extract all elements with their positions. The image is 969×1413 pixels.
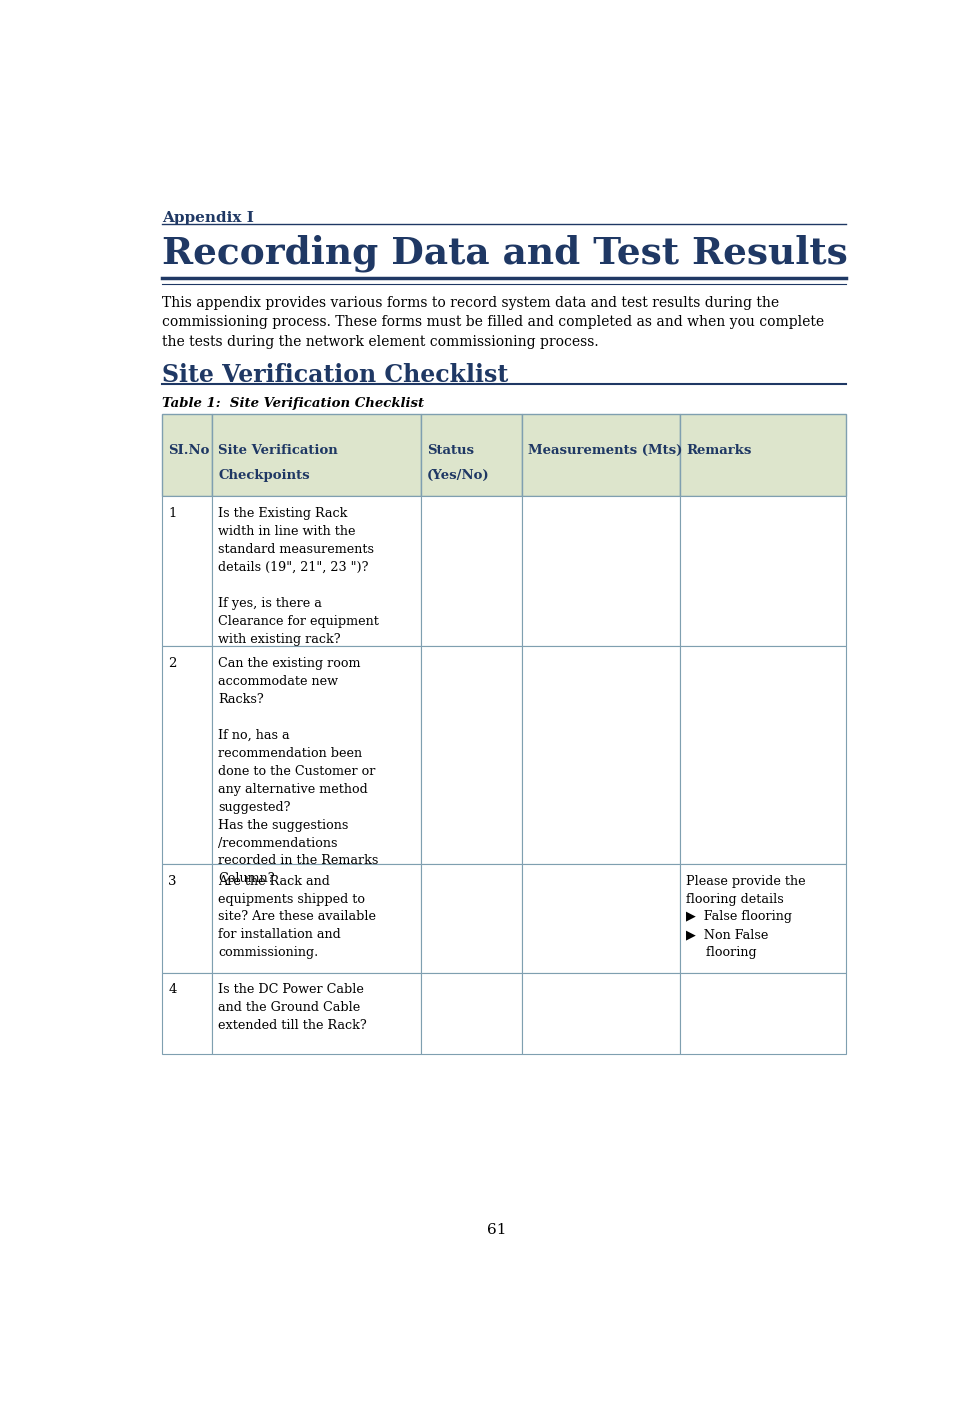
Text: Site Verification: Site Verification bbox=[218, 444, 338, 456]
Text: Column?: Column? bbox=[218, 872, 275, 886]
Bar bbox=[680, 646, 846, 863]
Bar bbox=[680, 972, 846, 1054]
Text: 61: 61 bbox=[486, 1224, 507, 1238]
Text: If no, has a: If no, has a bbox=[218, 729, 290, 742]
Text: Checkpoints: Checkpoints bbox=[218, 469, 310, 482]
Bar bbox=[522, 863, 680, 972]
Bar bbox=[212, 414, 421, 496]
Text: ▶  False flooring: ▶ False flooring bbox=[686, 910, 793, 924]
Bar bbox=[163, 646, 212, 863]
Bar bbox=[522, 414, 680, 496]
Text: recommendation been: recommendation been bbox=[218, 746, 362, 760]
Text: suggested?: suggested? bbox=[218, 801, 291, 814]
Text: Measurements (Mts): Measurements (Mts) bbox=[528, 444, 682, 456]
Text: flooring details: flooring details bbox=[686, 893, 784, 906]
Text: 1: 1 bbox=[169, 507, 176, 520]
Text: Has the suggestions: Has the suggestions bbox=[218, 818, 349, 832]
Text: Table 1:  Site Verification Checklist: Table 1: Site Verification Checklist bbox=[163, 397, 424, 410]
Bar bbox=[163, 972, 212, 1054]
Text: 2: 2 bbox=[169, 657, 176, 670]
Text: done to the Customer or: done to the Customer or bbox=[218, 764, 376, 777]
Text: flooring: flooring bbox=[686, 947, 757, 959]
Text: Are the Rack and: Are the Rack and bbox=[218, 875, 330, 887]
Bar bbox=[212, 496, 421, 646]
Text: Is the DC Power Cable: Is the DC Power Cable bbox=[218, 983, 364, 996]
Bar bbox=[163, 414, 212, 496]
Bar bbox=[522, 972, 680, 1054]
Text: /recommendations: /recommendations bbox=[218, 836, 338, 849]
Bar bbox=[421, 863, 522, 972]
Text: Is the Existing Rack: Is the Existing Rack bbox=[218, 507, 348, 520]
Bar bbox=[421, 414, 522, 496]
Text: Can the existing room: Can the existing room bbox=[218, 657, 360, 670]
Text: If yes, is there a: If yes, is there a bbox=[218, 596, 323, 609]
Bar bbox=[421, 972, 522, 1054]
Text: Clearance for equipment: Clearance for equipment bbox=[218, 615, 379, 627]
Text: commissioning.: commissioning. bbox=[218, 947, 319, 959]
Text: details (19", 21", 23 ")?: details (19", 21", 23 ")? bbox=[218, 561, 369, 574]
Text: Status: Status bbox=[426, 444, 474, 456]
Text: Racks?: Racks? bbox=[218, 692, 265, 706]
Bar bbox=[522, 496, 680, 646]
Bar bbox=[212, 863, 421, 972]
Text: extended till the Rack?: extended till the Rack? bbox=[218, 1019, 367, 1033]
Text: This appendix provides various forms to record system data and test results duri: This appendix provides various forms to … bbox=[163, 295, 779, 309]
Text: SI.No: SI.No bbox=[169, 444, 210, 456]
Bar bbox=[212, 972, 421, 1054]
Text: site? Are these available: site? Are these available bbox=[218, 910, 376, 924]
Text: Site Verification Checklist: Site Verification Checklist bbox=[163, 363, 509, 387]
Bar bbox=[680, 496, 846, 646]
Text: accommodate new: accommodate new bbox=[218, 675, 338, 688]
Text: ▶  Non False: ▶ Non False bbox=[686, 928, 768, 941]
Text: equipments shipped to: equipments shipped to bbox=[218, 893, 365, 906]
Bar bbox=[163, 496, 212, 646]
Text: 3: 3 bbox=[169, 875, 177, 887]
Text: for installation and: for installation and bbox=[218, 928, 341, 941]
Text: commissioning process. These forms must be filled and completed as and when you : commissioning process. These forms must … bbox=[163, 315, 825, 329]
Text: width in line with the: width in line with the bbox=[218, 524, 356, 538]
Text: 4: 4 bbox=[169, 983, 176, 996]
Bar bbox=[522, 646, 680, 863]
Text: the tests during the network element commissioning process.: the tests during the network element com… bbox=[163, 335, 599, 349]
Bar bbox=[212, 646, 421, 863]
Text: Appendix I: Appendix I bbox=[163, 211, 254, 225]
Text: recorded in the Remarks: recorded in the Remarks bbox=[218, 855, 379, 868]
Bar bbox=[680, 863, 846, 972]
Text: Please provide the: Please provide the bbox=[686, 875, 806, 887]
Text: and the Ground Cable: and the Ground Cable bbox=[218, 1002, 360, 1015]
Text: with existing rack?: with existing rack? bbox=[218, 633, 341, 646]
Text: any alternative method: any alternative method bbox=[218, 783, 368, 796]
Text: Recording Data and Test Results: Recording Data and Test Results bbox=[163, 235, 848, 273]
Bar bbox=[421, 646, 522, 863]
Bar bbox=[163, 863, 212, 972]
Bar bbox=[421, 496, 522, 646]
Text: (Yes/No): (Yes/No) bbox=[426, 469, 489, 482]
Bar bbox=[680, 414, 846, 496]
Text: Remarks: Remarks bbox=[686, 444, 752, 456]
Text: standard measurements: standard measurements bbox=[218, 543, 374, 555]
